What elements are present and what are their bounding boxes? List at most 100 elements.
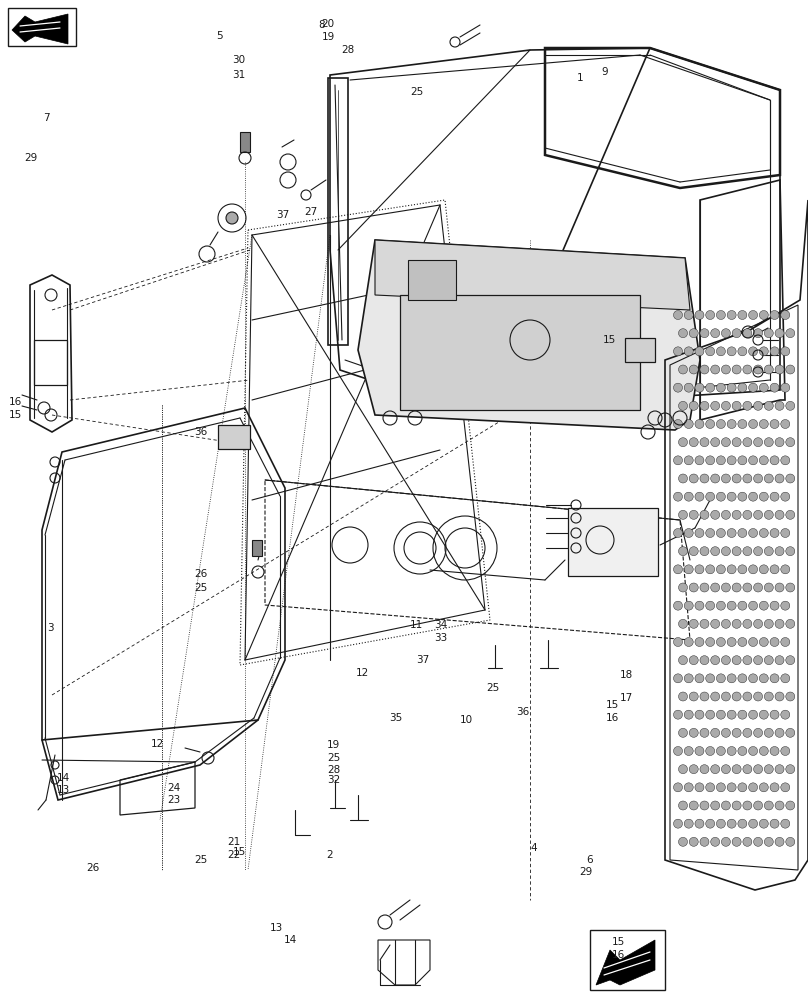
Circle shape <box>684 601 693 610</box>
Circle shape <box>705 347 715 356</box>
Circle shape <box>748 565 758 574</box>
Circle shape <box>785 474 795 483</box>
Circle shape <box>695 383 704 392</box>
Circle shape <box>775 401 784 410</box>
Circle shape <box>679 438 688 447</box>
Text: 12: 12 <box>151 739 164 749</box>
Circle shape <box>711 547 720 556</box>
Text: 28: 28 <box>341 45 354 55</box>
Text: 5: 5 <box>217 31 223 41</box>
Circle shape <box>732 438 741 447</box>
Circle shape <box>711 837 720 846</box>
Circle shape <box>689 365 698 374</box>
Circle shape <box>785 365 795 374</box>
Circle shape <box>722 692 730 701</box>
Circle shape <box>711 656 720 665</box>
Circle shape <box>743 619 752 628</box>
Circle shape <box>743 401 752 410</box>
Circle shape <box>781 638 789 647</box>
Circle shape <box>679 656 688 665</box>
Circle shape <box>727 456 736 465</box>
Circle shape <box>679 765 688 774</box>
Circle shape <box>781 565 789 574</box>
Circle shape <box>679 619 688 628</box>
Circle shape <box>717 601 726 610</box>
Circle shape <box>689 656 698 665</box>
Circle shape <box>717 347 726 356</box>
Circle shape <box>711 765 720 774</box>
Circle shape <box>760 638 768 647</box>
Text: 26: 26 <box>86 863 99 873</box>
Circle shape <box>748 420 758 428</box>
Circle shape <box>684 819 693 828</box>
Text: 25: 25 <box>194 855 207 865</box>
Circle shape <box>732 474 741 483</box>
Circle shape <box>695 456 704 465</box>
Bar <box>625 338 655 362</box>
Circle shape <box>674 383 683 392</box>
Circle shape <box>748 601 758 610</box>
Text: 37: 37 <box>276 210 289 220</box>
Text: 2: 2 <box>326 850 333 860</box>
Circle shape <box>705 819 715 828</box>
Circle shape <box>760 674 768 683</box>
Text: 15: 15 <box>603 335 616 345</box>
Circle shape <box>775 474 784 483</box>
Circle shape <box>785 837 795 846</box>
Text: 4: 4 <box>530 843 537 853</box>
Circle shape <box>674 456 683 465</box>
Circle shape <box>770 674 779 683</box>
Circle shape <box>674 638 683 647</box>
Circle shape <box>760 456 768 465</box>
Bar <box>240 132 250 152</box>
Circle shape <box>743 656 752 665</box>
Circle shape <box>732 765 741 774</box>
Circle shape <box>732 547 741 556</box>
Text: 15: 15 <box>606 700 619 710</box>
Circle shape <box>705 565 715 574</box>
Circle shape <box>711 438 720 447</box>
Circle shape <box>764 728 773 737</box>
Circle shape <box>770 819 779 828</box>
Bar <box>8 8 76 46</box>
Circle shape <box>700 583 709 592</box>
Circle shape <box>754 765 763 774</box>
Circle shape <box>743 438 752 447</box>
Circle shape <box>679 837 688 846</box>
Text: 16: 16 <box>612 950 625 960</box>
Circle shape <box>700 547 709 556</box>
Circle shape <box>705 783 715 792</box>
Circle shape <box>775 837 784 846</box>
Circle shape <box>764 801 773 810</box>
Circle shape <box>764 365 773 374</box>
Circle shape <box>743 474 752 483</box>
Circle shape <box>770 565 779 574</box>
Circle shape <box>775 801 784 810</box>
Circle shape <box>689 510 698 519</box>
Circle shape <box>770 528 779 538</box>
Circle shape <box>760 783 768 792</box>
Circle shape <box>748 456 758 465</box>
Circle shape <box>679 474 688 483</box>
Circle shape <box>727 347 736 356</box>
Circle shape <box>770 601 779 610</box>
Circle shape <box>775 583 784 592</box>
Circle shape <box>689 583 698 592</box>
Circle shape <box>705 601 715 610</box>
Circle shape <box>695 819 704 828</box>
Text: 16: 16 <box>606 713 619 723</box>
Circle shape <box>760 383 768 392</box>
Circle shape <box>705 383 715 392</box>
Circle shape <box>748 383 758 392</box>
Circle shape <box>727 420 736 428</box>
Circle shape <box>722 765 730 774</box>
Circle shape <box>775 765 784 774</box>
Circle shape <box>700 401 709 410</box>
Circle shape <box>754 365 763 374</box>
Circle shape <box>727 383 736 392</box>
Circle shape <box>775 619 784 628</box>
Circle shape <box>770 746 779 756</box>
Circle shape <box>781 492 789 501</box>
Circle shape <box>781 601 789 610</box>
Circle shape <box>717 492 726 501</box>
